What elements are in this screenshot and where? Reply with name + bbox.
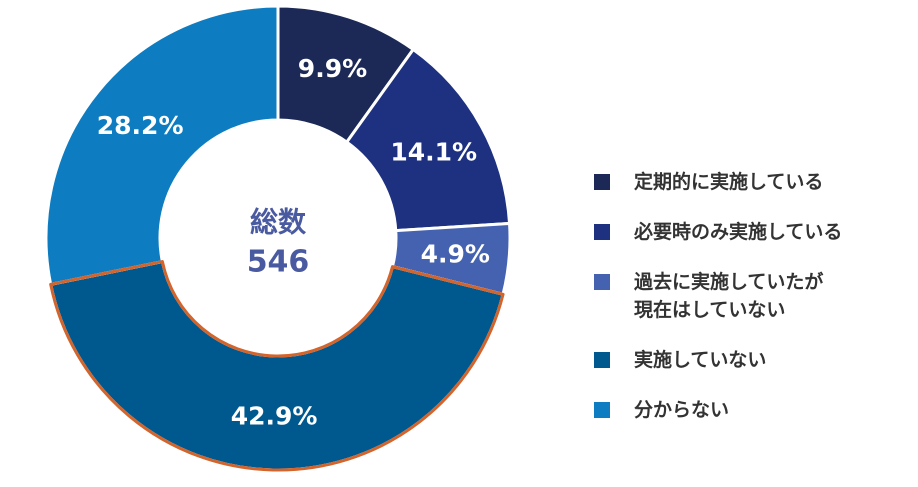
- legend-swatch-5: [594, 402, 610, 418]
- legend-item-3: 過去に実施していたが 現在はしていない: [590, 268, 910, 324]
- legend-item-1: 定期的に実施している: [590, 168, 910, 196]
- legend-item-2: 必要時のみ実施している: [590, 218, 910, 246]
- pie-slice-5: [44, 4, 280, 287]
- slice-percent-label-2: 14.1%: [390, 137, 477, 166]
- legend-swatch-3: [594, 274, 610, 290]
- center-title: 総数: [250, 206, 307, 239]
- legend-label-2: 必要時のみ実施している: [634, 221, 843, 243]
- slice-percent-label-5: 28.2%: [97, 111, 184, 140]
- center-total-value: 546: [247, 245, 310, 280]
- legend: 定期的に実施している 必要時のみ実施している過去に実施していたが 現在はしていない…: [590, 168, 910, 446]
- highlighted-slice-outline: [49, 260, 505, 472]
- legend-swatch-2: [594, 224, 610, 240]
- pie-slice-4: [48, 259, 505, 472]
- slice-percent-label-4: 42.9%: [231, 401, 318, 430]
- labels-layer: 9.9% 14.1% 4.9% 42.9% 28.2%: [97, 54, 490, 430]
- legend-swatch-4: [594, 352, 610, 368]
- slice-percent-label-1: 9.9%: [298, 54, 367, 83]
- highlight-layer: [49, 260, 505, 472]
- pie-slice-2: [344, 47, 512, 233]
- legend-label-1: 定期的に実施している: [634, 171, 824, 193]
- slices-layer: [44, 4, 512, 472]
- legend-label-4: 実施していない: [634, 349, 767, 371]
- legend-label-5: 分からない: [634, 399, 730, 421]
- legend-item-5: 分からない: [590, 396, 910, 424]
- legend-label-3: 過去に実施していたが 現在はしていない: [634, 271, 824, 321]
- legend-swatch-1: [594, 174, 610, 190]
- slice-percent-label-3: 4.9%: [421, 240, 490, 269]
- legend-item-4: 実施していない: [590, 346, 910, 374]
